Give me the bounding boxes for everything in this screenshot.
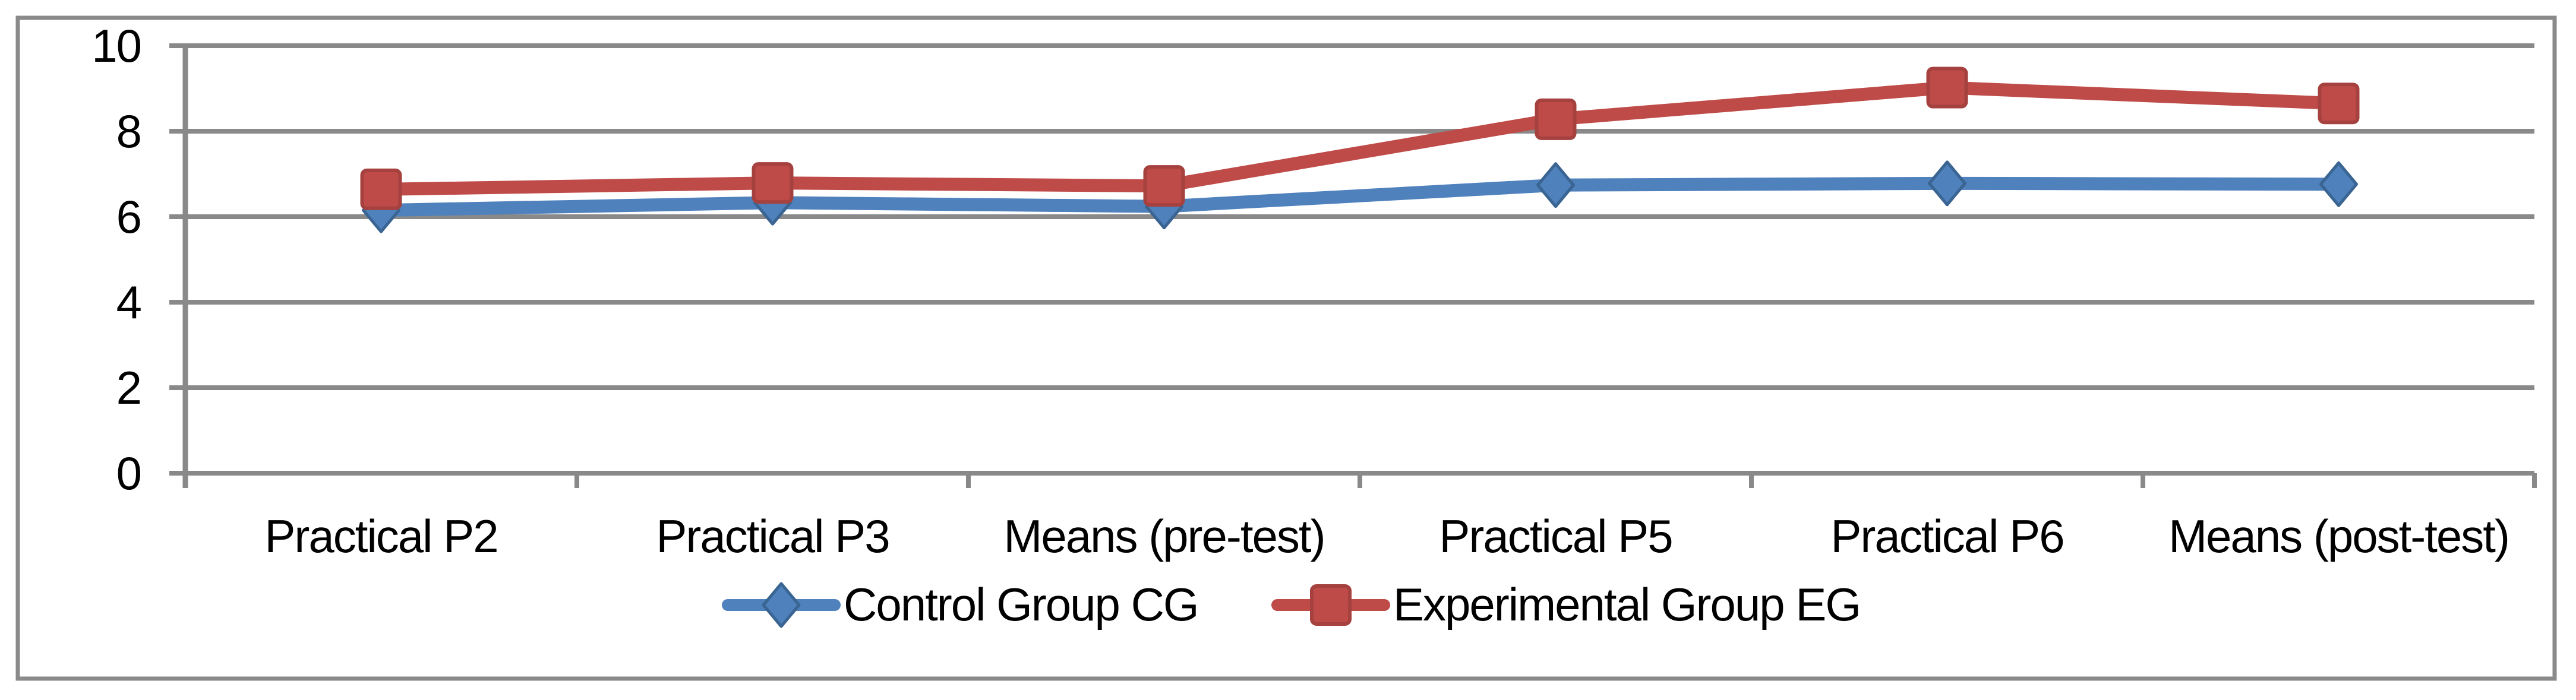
legend: Control Group CG Experimental Group EG: [722, 578, 1861, 631]
x-axis-label: Practical P2: [264, 510, 497, 562]
y-axis-label: 0: [116, 447, 141, 499]
y-axis-label: 6: [116, 191, 141, 243]
series-plot-area: [360, 66, 2360, 233]
figure-border: [15, 15, 2557, 681]
axes: [182, 46, 2537, 488]
x-axis-label: Means (post-test): [2168, 510, 2509, 562]
series-line-experimental-group-eg: [374, 81, 2345, 196]
legend-marker: [1310, 584, 1352, 626]
data-point-marker-experimental-group-eg: [1535, 98, 1577, 140]
y-axis-label: 4: [116, 276, 141, 328]
data-point-marker-experimental-group-eg: [752, 162, 794, 204]
data-point-marker-control-group-cg: [1928, 160, 1966, 207]
x-axis-label: Practical P5: [1439, 510, 1672, 562]
x-axis-label: Practical P3: [656, 510, 889, 562]
y-axis-label: 10: [91, 20, 141, 72]
data-point-marker-experimental-group-eg: [1926, 66, 1968, 109]
data-point-marker-experimental-group-eg: [360, 168, 402, 210]
y-axis-label: 2: [116, 362, 141, 414]
legend-marker: [762, 582, 801, 628]
gridlines: [169, 43, 2534, 476]
legend-label: Experimental Group EG: [1393, 578, 1860, 631]
legend-label: Control Group CG: [844, 578, 1198, 631]
legend-item-experimental-group-eg: Experimental Group EG: [1271, 578, 1861, 631]
data-point-marker-experimental-group-eg: [1143, 165, 1185, 207]
data-point-marker-experimental-group-eg: [2318, 83, 2360, 125]
x-axis-label: Practical P6: [1830, 510, 2063, 562]
y-axis-label: 8: [116, 105, 141, 157]
data-point-marker-control-group-cg: [2319, 161, 2358, 207]
y-axis-labels: 0 2 4 6 8 10: [91, 20, 142, 499]
series-line-control-group-cg: [374, 176, 2345, 217]
x-axis-labels: Practical P2 Practical P3 Means (pre-test)…: [264, 510, 2510, 562]
data-point-marker-control-group-cg: [1536, 162, 1575, 208]
chart-border: [15, 15, 2557, 681]
legend-item-control-group-cg: Control Group CG: [722, 578, 1199, 631]
x-axis-label: Means (pre-test): [1003, 510, 1324, 562]
